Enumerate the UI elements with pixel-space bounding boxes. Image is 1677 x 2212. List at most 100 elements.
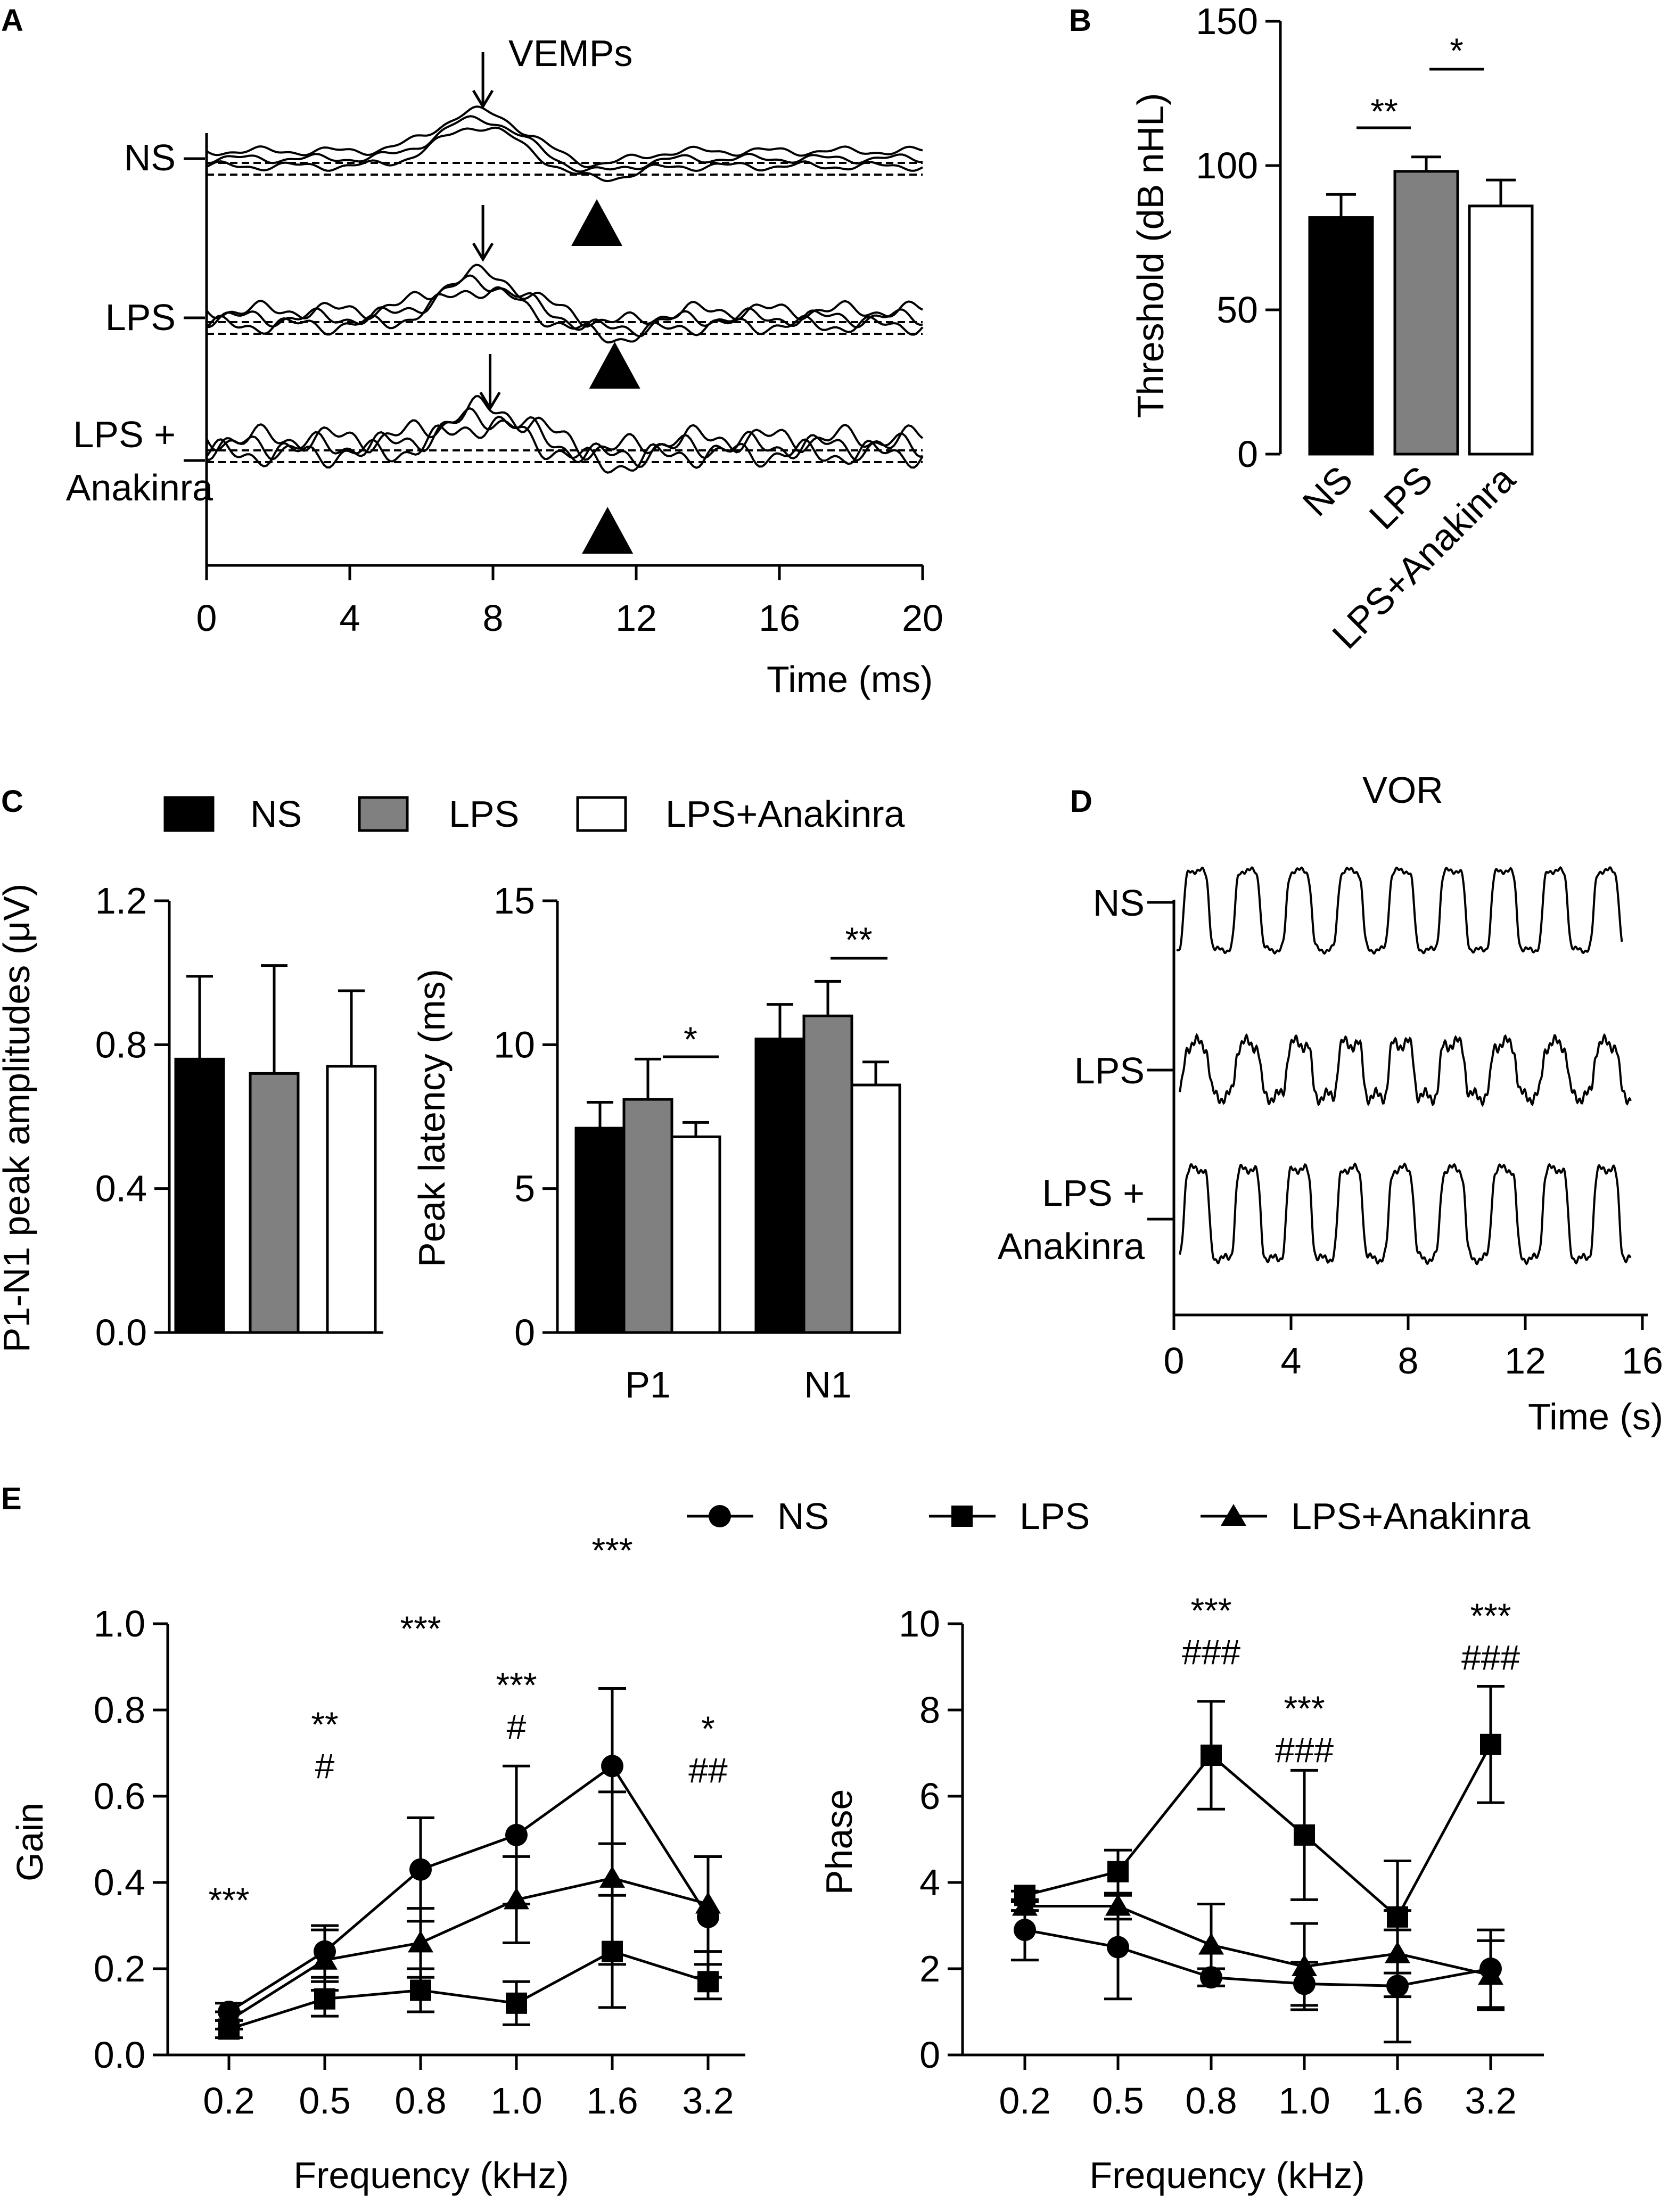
latency-sig-p1: * (684, 1019, 697, 1059)
phase-y-tick-label-5: 10 (899, 1603, 940, 1644)
gain-point-1-1 (314, 1988, 335, 2010)
gain-y-ticks: 0.0 0.2 0.4 0.6 0.8 1.0 (94, 1603, 168, 2076)
amplitude-bar-1 (249, 1072, 300, 1334)
phase-line-ns (1024, 1928, 1491, 1987)
gain-y-tick-label-3: 0.6 (94, 1775, 145, 1817)
vor-x-tick-label-4: 16 (1622, 1340, 1663, 1382)
threshold-significance: ** * (1357, 31, 1484, 131)
gain-line-lps-anakinra (228, 1877, 709, 2022)
gain-annotation-2-0: *** (400, 1609, 441, 1648)
phase-point-1-2 (1201, 1745, 1222, 1766)
threshold-bar-0 (1308, 216, 1374, 456)
phase-point-0-1 (1107, 1936, 1129, 1959)
latency-bar-0-1 (622, 1098, 673, 1334)
vemps-trace-1-1 (206, 274, 923, 338)
gain-point-0-4 (601, 1755, 623, 1778)
gain-x-tick-label-0: 0.2 (203, 2080, 254, 2121)
legend-label-ns: NS (250, 793, 302, 835)
vor-trace-label-lps: LPS (1074, 1050, 1145, 1091)
vor-x-axis (1172, 900, 1648, 1317)
phase-y-tick-label-1: 2 (919, 1948, 940, 1989)
vemps-trace-0-0 (206, 105, 923, 169)
phase-annotation-2-1: ### (1182, 1632, 1240, 1672)
vor-x-tick-label-3: 12 (1505, 1340, 1546, 1382)
legend-label-lps: LPS (449, 793, 519, 835)
vemps-x-ticks: 0 4 8 12 16 20 (196, 565, 943, 639)
phase-x-label: Frequency (kHz) (1089, 2155, 1364, 2196)
amplitude-y-label: P1-N1 peak amplitudes (μV) (0, 884, 37, 1353)
vemps-trace-label-ns: NS (124, 137, 176, 178)
vemps-x-label: Time (ms) (767, 659, 933, 700)
panel-d-vor: VOR NS LPS LPS + Anakinra 0 4 8 12 16 Time (… (998, 769, 1663, 1437)
vemps-arrowhead-0 (472, 89, 494, 109)
panel-letter-b: B (1069, 3, 1091, 38)
threshold-bars (1308, 155, 1534, 456)
phase-point-2-3 (1292, 1954, 1317, 1976)
gain-point-2-5 (695, 1892, 721, 1914)
gain-point-2-3 (504, 1887, 529, 1910)
threshold-y-tick-label-1: 50 (1216, 289, 1258, 331)
gain-point-2-2 (408, 1930, 433, 1953)
gain-annotation-0-0: *** (208, 1880, 249, 1920)
phase-x-tick-label-2: 0.8 (1185, 2080, 1237, 2121)
latency-x-label-0: P1 (625, 1364, 671, 1405)
legend-e-label-lps: LPS (1020, 1495, 1090, 1537)
vemps-trough-marker-0 (571, 199, 623, 246)
phase-y-tick-label-0: 0 (919, 2034, 940, 2076)
latency-bar-0-0 (574, 1126, 626, 1334)
panel-letter-e: E (1, 1482, 22, 1516)
gain-y-tick-label-5: 1.0 (94, 1603, 145, 1644)
threshold-y-ticks: 0 50 100 150 (1196, 1, 1280, 475)
panel-letter-d: D (1070, 784, 1092, 819)
legend-marker-anakinra (1221, 1504, 1246, 1526)
phase-x-tick-label-5: 3.2 (1465, 2080, 1516, 2121)
phase-line-lps (1024, 1744, 1492, 1919)
gain-annotation-5-1: ## (688, 1750, 728, 1790)
gain-x-tick-label-3: 1.0 (490, 2080, 542, 2121)
amplitude-bars (174, 964, 377, 1334)
gain-axes (166, 1624, 745, 2057)
vemps-x-tick-label-3: 12 (615, 597, 657, 639)
phase-x-tick-label-1: 0.5 (1092, 2080, 1144, 2121)
latency-bar-1-1 (802, 1014, 853, 1334)
threshold-y-label: Threshold (dB nHL) (1130, 93, 1171, 418)
gain-point-0-2 (409, 1858, 432, 1881)
panel-a-vemps: VEMPs NS LPS LPS + Anakinra 0 4 8 12 16 20 Ti… (66, 32, 943, 700)
vemps-arrowhead-2 (479, 391, 501, 411)
gain-annotation-5-0: * (701, 1709, 715, 1748)
latency-y-ticks: 0 5 10 15 (494, 880, 557, 1353)
panel-c-amplitude: 0.0 0.4 0.8 1.2 P1-N1 peak amplitudes (μV) (0, 880, 383, 1353)
latency-bar-1-0 (754, 1038, 805, 1334)
threshold-sig-lps-anakinra: * (1450, 31, 1464, 70)
legend-marker-ns (709, 1505, 731, 1527)
vemps-x-axis (205, 133, 923, 567)
vemps-trace-0-1 (206, 115, 923, 173)
latency-y-tick-label-0: 0 (514, 1312, 535, 1353)
vemps-x-tick-label-0: 0 (196, 597, 217, 639)
legend-e-label-anakinra: LPS+Anakinra (1291, 1495, 1531, 1537)
gain-point-1-5 (697, 1971, 719, 1993)
latency-y-tick-label-3: 15 (494, 880, 535, 922)
vor-trace-label-lps-plus: LPS + (1042, 1172, 1145, 1214)
vor-trace-1 (1179, 1033, 1632, 1107)
gain-line-lps (228, 1950, 709, 2030)
panel-letter-a: A (1, 3, 23, 38)
gain-x-ticks: 0.2 0.5 0.8 1.0 1.6 3.2 (203, 2055, 734, 2121)
vemps-trace-2-0 (205, 395, 924, 461)
vor-x-ticks: 0 4 8 12 16 (1164, 1315, 1663, 1382)
gain-x-tick-label-2: 0.8 (394, 2080, 446, 2121)
latency-y-tick-label-1: 5 (514, 1168, 535, 1210)
gain-point-2-1 (312, 1947, 338, 1970)
gain-y-tick-label-0: 0.0 (94, 2034, 145, 2076)
gain-annotation-3-1: # (507, 1707, 527, 1746)
threshold-y-tick-label-0: 0 (1237, 433, 1258, 475)
phase-y-ticks: 0 2 4 6 8 10 (899, 1603, 963, 2076)
vor-x-tick-label-1: 4 (1281, 1340, 1302, 1382)
vemps-trace-2-2 (205, 415, 924, 474)
vemps-trace-0-2 (206, 126, 923, 183)
gain-point-0-3 (505, 1823, 528, 1846)
latency-bar-1-2 (850, 1083, 901, 1334)
phase-point-1-4 (1387, 1906, 1408, 1928)
